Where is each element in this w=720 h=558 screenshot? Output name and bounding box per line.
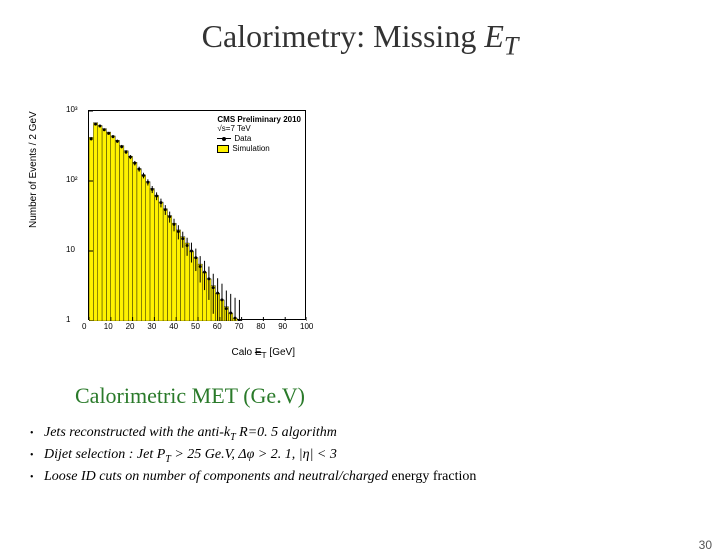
legend-item: Data: [217, 134, 301, 143]
x-tick-label: 50: [191, 322, 200, 331]
legend-item: Simulation: [217, 144, 301, 153]
y-tick-label: 10: [66, 245, 75, 254]
bullet-item: •Loose ID cuts on number of components a…: [30, 467, 476, 487]
subtitle: Calorimetric MET (Ge.V): [75, 383, 305, 409]
plot-frame: CMS Preliminary 2010 √s=7 TeV DataSimula…: [88, 110, 306, 320]
bullet-dot: •: [30, 467, 44, 487]
bullet-text: Jets reconstructed with the anti-kT R=0.…: [44, 423, 476, 445]
bullet-dot: •: [30, 445, 44, 467]
x-tick-label: 80: [256, 322, 265, 331]
title-prefix: Calorimetry: Missing: [202, 18, 485, 54]
legend-label: Simulation: [232, 144, 269, 153]
x-tick-label: 70: [235, 322, 244, 331]
bullet-list: •Jets reconstructed with the anti-kT R=0…: [30, 423, 476, 486]
bullet-dot: •: [30, 423, 44, 445]
title-symbol: ET: [484, 18, 518, 54]
x-axis-label: Calo ET [GeV]: [232, 347, 295, 360]
x-tick-label: 40: [169, 322, 178, 331]
bullet-text: Loose ID cuts on number of components an…: [44, 467, 476, 487]
x-tick-label: 60: [213, 322, 222, 331]
y-tick-label: 10³: [66, 105, 78, 114]
x-tick-label: 0: [82, 322, 86, 331]
page-number: 30: [699, 538, 712, 552]
bullet-text: Dijet selection : Jet PT > 25 Ge.V, Δφ >…: [44, 445, 476, 467]
x-tick-label: 10: [104, 322, 113, 331]
x-tick-label: 20: [126, 322, 135, 331]
legend: CMS Preliminary 2010 √s=7 TeV DataSimula…: [217, 115, 301, 153]
page-title: Calorimetry: Missing ET: [0, 18, 720, 61]
y-tick-label: 1: [66, 315, 70, 324]
y-tick-label: 10²: [66, 175, 78, 184]
legend-label: Data: [234, 134, 251, 143]
bullet-item: •Jets reconstructed with the anti-kT R=0…: [30, 423, 476, 445]
legend-title: CMS Preliminary 2010: [217, 115, 301, 124]
x-tick-label: 90: [278, 322, 287, 331]
legend-swatch-icon: [217, 145, 229, 153]
legend-subtitle: √s=7 TeV: [217, 124, 301, 133]
met-histogram: Number of Events / 2 GeV CMS Preliminary…: [40, 98, 320, 358]
y-axis-label: Number of Events / 2 GeV: [28, 111, 39, 228]
bullet-item: • Dijet selection : Jet PT > 25 Ge.V, Δφ…: [30, 445, 476, 467]
legend-marker-icon: [217, 135, 231, 143]
x-tick-label: 100: [300, 322, 313, 331]
x-tick-label: 30: [147, 322, 156, 331]
